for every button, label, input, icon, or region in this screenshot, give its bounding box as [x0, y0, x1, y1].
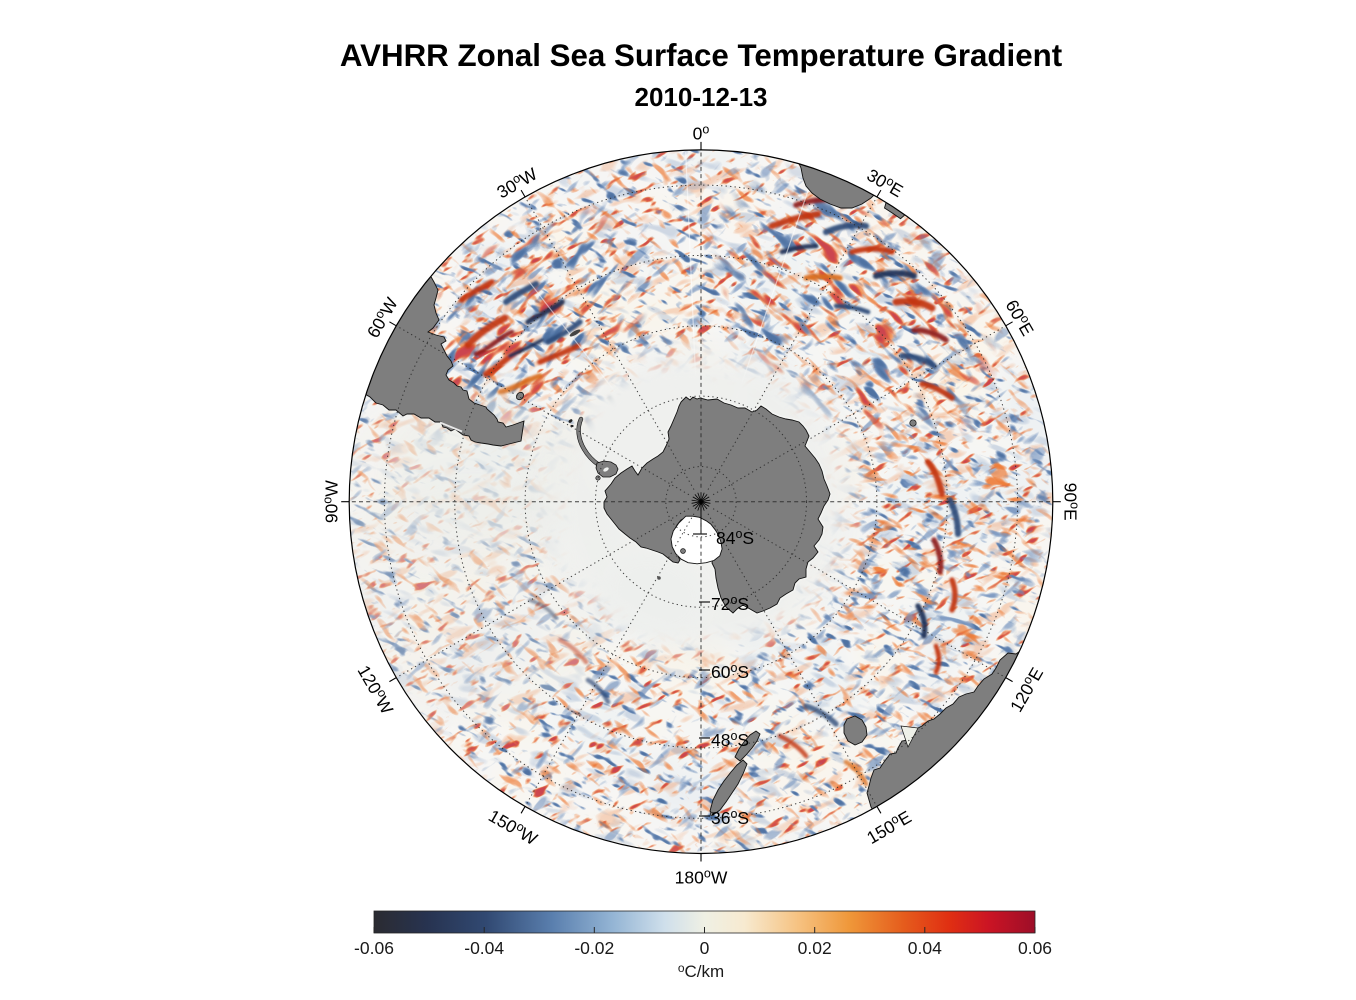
svg-text:0.06: 0.06 — [1018, 938, 1052, 958]
svg-text:48oS: 48oS — [711, 729, 749, 750]
svg-text:36oS: 36oS — [711, 807, 749, 828]
svg-text:0.02: 0.02 — [798, 938, 832, 958]
svg-text:oC/km: oC/km — [678, 961, 724, 981]
svg-text:84oS: 84oS — [716, 527, 754, 548]
svg-text:180oW: 180oW — [675, 867, 728, 888]
svg-text:90oE: 90oE — [1061, 483, 1082, 521]
svg-text:0.04: 0.04 — [908, 938, 942, 958]
svg-text:2010-12-13: 2010-12-13 — [635, 82, 768, 112]
svg-text:-0.06: -0.06 — [354, 938, 394, 958]
svg-text:0: 0 — [700, 938, 710, 958]
svg-text:-0.02: -0.02 — [574, 938, 614, 958]
svg-text:-0.04: -0.04 — [464, 938, 504, 958]
svg-text:72oS: 72oS — [711, 593, 749, 614]
svg-text:90oW: 90oW — [321, 480, 342, 523]
svg-text:AVHRR Zonal Sea Surface Temper: AVHRR Zonal Sea Surface Temperature Grad… — [340, 38, 1063, 73]
svg-text:60oS: 60oS — [711, 661, 749, 682]
